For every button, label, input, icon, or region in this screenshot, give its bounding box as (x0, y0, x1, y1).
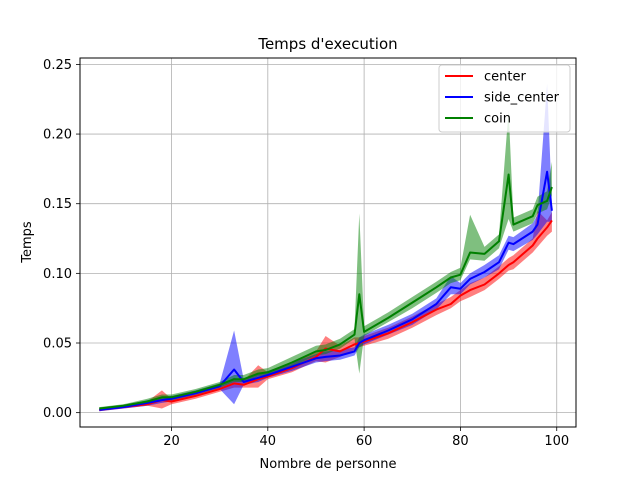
series-line-1 (99, 170, 553, 411)
legend-box (438, 64, 571, 133)
legend-label-0: center (484, 70, 526, 85)
legend-label-2: coin (484, 112, 511, 127)
y-tick-label: 0.05 (43, 337, 72, 352)
y-tick-label: 0.15 (43, 197, 72, 212)
x-tick-label: 80 (452, 434, 469, 449)
x-tick-label: 100 (544, 434, 569, 449)
x-tick-label: 60 (356, 434, 373, 449)
series-lines (99, 170, 553, 411)
axis-ticks: 20 40 60 80 100 0.00 0.05 0.10 0.15 0.20 0.25 (43, 58, 569, 449)
y-tick-label: 0.00 (43, 406, 72, 421)
x-tick-label: 40 (260, 434, 277, 449)
chart-title: Temps d'execution (257, 35, 397, 53)
y-tick-label: 0.25 (43, 58, 72, 73)
series-line-0 (99, 219, 553, 411)
legend-label-1: side_center (484, 91, 560, 106)
y-tick-label: 0.20 (43, 128, 72, 143)
x-axis-label: Nombre de personne (260, 457, 397, 472)
y-axis-label: Temps (20, 221, 35, 264)
grid (80, 58, 576, 427)
plot-frame (79, 57, 577, 428)
series-line-2 (99, 173, 553, 410)
x-tick-label: 20 (163, 434, 180, 449)
y-tick-label: 0.10 (43, 267, 72, 282)
